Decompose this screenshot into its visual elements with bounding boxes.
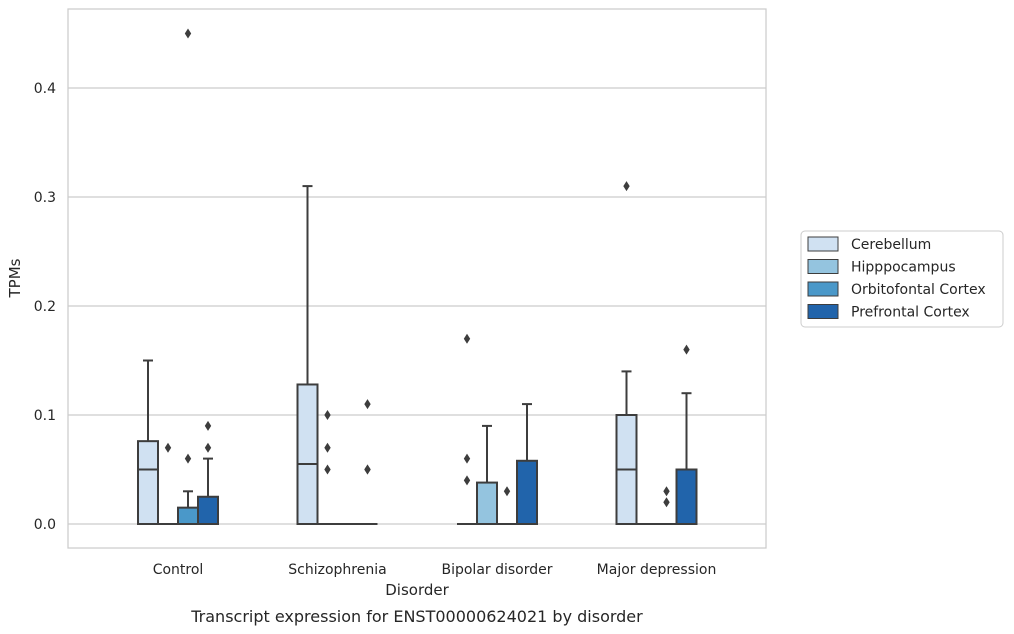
box-series <box>137 28 698 526</box>
outlier-point <box>324 464 331 475</box>
legend-label: Cerebellum <box>851 237 931 253</box>
outlier-point <box>463 475 471 486</box>
outlier-point <box>164 442 172 453</box>
y-axis-ticks: 0.0 0.1 0.2 0.3 0.4 <box>34 81 56 533</box>
outlier-point <box>663 486 670 497</box>
box-group <box>615 181 638 525</box>
box-body <box>177 506 199 525</box>
chart-title: Transcript expression for ENST0000062402… <box>190 607 643 626</box>
y-axis-label: TPMs <box>6 258 24 298</box>
legend-swatch <box>807 259 839 274</box>
outlier-point <box>683 344 690 355</box>
outlier-point <box>364 464 371 475</box>
box-group <box>516 403 538 525</box>
outlier-point <box>204 420 212 431</box>
legend-swatch <box>807 304 839 319</box>
outlier-point <box>184 453 192 464</box>
box-group <box>675 344 698 525</box>
y-tick-label: 0.3 <box>34 190 56 206</box>
box-body <box>675 468 698 525</box>
legend-label: Orbitofontal Cortex <box>851 282 986 298</box>
box-group <box>137 359 159 525</box>
outlier-point <box>463 333 471 344</box>
box-group <box>357 399 378 525</box>
x-axis-ticks: Control Schizophrenia Bipolar disorder Majo… <box>153 562 717 578</box>
box-body <box>137 440 159 525</box>
legend-items: Cerebellum Hipppocampus Orbitofontal Corte… <box>807 236 986 321</box>
box-group <box>296 185 319 526</box>
outlier-point <box>184 28 192 39</box>
outlier-point <box>324 410 331 420</box>
outlier-point <box>623 181 630 192</box>
legend-swatch <box>807 281 839 297</box>
outlier-point <box>204 442 212 453</box>
legend-label: Hipppocampus <box>851 260 956 276</box>
outlier-point <box>324 442 331 453</box>
y-tick-label: 0.2 <box>34 299 56 315</box>
box-group <box>497 486 517 525</box>
box-group <box>177 28 199 525</box>
box-body <box>197 495 219 525</box>
x-axis-label: Disorder <box>385 581 449 599</box>
y-tick-label: 0.0 <box>34 517 56 533</box>
x-tick-label: Schizophrenia <box>288 562 386 578</box>
outlier-point <box>364 399 371 410</box>
outlier-point <box>463 453 471 464</box>
legend-swatch <box>807 236 839 252</box>
plot-area-frame <box>67 8 767 549</box>
box-group <box>476 424 498 525</box>
box-group <box>656 486 677 525</box>
legend: Cerebellum Hipppocampus Orbitofontal Corte… <box>800 230 1004 328</box>
box-group <box>317 410 338 525</box>
box-body <box>296 383 319 526</box>
x-tick-label: Major depression <box>597 562 717 578</box>
box-group <box>158 442 178 525</box>
box-body <box>516 459 538 525</box>
y-tick-label: 0.1 <box>34 408 56 424</box>
x-tick-label: Control <box>153 562 204 578</box>
x-tick-label: Bipolar disorder <box>441 562 552 578</box>
outlier-point <box>663 497 670 508</box>
outlier-point <box>503 486 511 497</box>
legend-frame <box>800 230 1004 328</box>
box-group <box>457 333 477 525</box>
box-group <box>197 420 219 525</box>
legend-label: Prefrontal Cortex <box>851 305 970 321</box>
box-body <box>476 481 498 525</box>
y-tick-label: 0.4 <box>34 81 56 97</box>
grid-lines <box>68 87 766 525</box>
